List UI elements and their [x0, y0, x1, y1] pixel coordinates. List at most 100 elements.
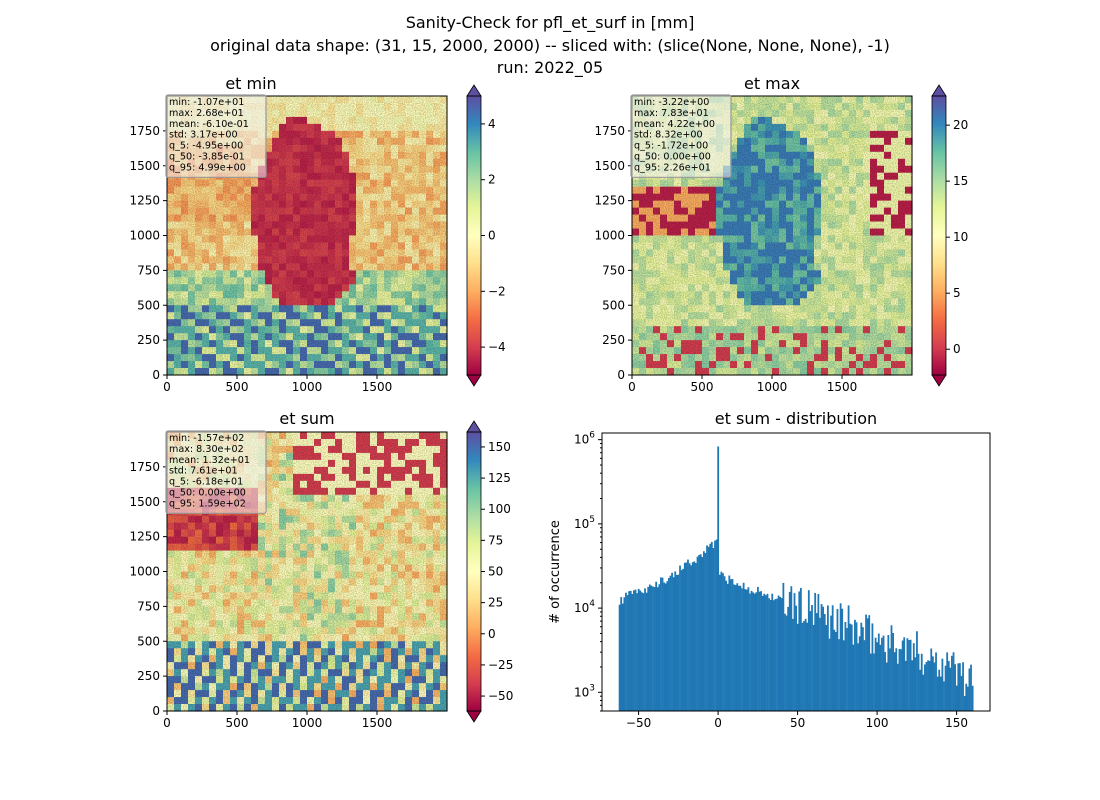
histogram-bar [779, 596, 782, 711]
y-tick-label: 0 [152, 368, 160, 382]
stats-line: q_5: -1.72e+00 [634, 141, 708, 152]
histogram-bar [631, 594, 634, 711]
colorbar-gradient [467, 96, 481, 375]
histogram-bar [730, 579, 732, 711]
histogram-bar [648, 584, 651, 711]
colorbar-et-sum: −50 −25 0 25 50 75 100 125 150 [466, 420, 513, 723]
panel-et-min: et min 0 500 1000 1500 0 250 500 750 1000 1250 15… [129, 74, 505, 394]
histogram-bar [877, 633, 880, 711]
histogram-bar [787, 606, 790, 711]
y-tick-label: 1500 [129, 159, 160, 173]
colorbar-tick-label: 100 [488, 502, 511, 516]
y-tick-label: 250 [602, 333, 625, 347]
colorbar-extend-min [931, 374, 947, 387]
histogram-bar [933, 662, 936, 711]
histogram-bar [774, 599, 777, 711]
histogram-bar [854, 619, 856, 711]
colorbar-tick-label: 15 [953, 174, 968, 188]
x-tick-label: −50 [626, 716, 651, 730]
histogram-y-axis-label: # of occurrence [548, 520, 563, 624]
histogram-bar [755, 592, 758, 711]
x-tick-label: 500 [226, 716, 249, 730]
colorbar-tick-label: 50 [488, 565, 503, 579]
colorbar-extend-min [466, 374, 482, 387]
histogram-bar [873, 653, 875, 711]
histogram-bar [911, 660, 914, 711]
figure-title-line-3: run: 2022_05 [496, 58, 604, 77]
colorbar-tick-label: 10 [953, 230, 968, 244]
histogram-frame [601, 432, 991, 712]
histogram-bar [957, 663, 960, 711]
histogram-bar [941, 658, 944, 711]
y-tick-label: 500 [137, 298, 160, 312]
histogram-bar [861, 627, 864, 711]
histogram-bar [666, 581, 669, 711]
histogram-bar [702, 551, 705, 711]
colorbar-tick-label: −4 [488, 340, 506, 354]
x-ticks-et-min: 0 500 1000 1500 [163, 375, 392, 394]
histogram-bar [871, 623, 874, 711]
histogram-bar [628, 591, 631, 711]
histogram-bar [758, 591, 761, 711]
histogram-bar [667, 578, 670, 711]
histogram-bar [763, 593, 766, 711]
histogram-bar [647, 586, 650, 711]
histogram-bar [698, 555, 700, 711]
histogram-bar [788, 591, 791, 711]
histogram-bar [855, 622, 858, 711]
histogram-bar [847, 605, 850, 711]
colorbar-tick-label: 2 [488, 173, 496, 187]
histogram-bar [965, 683, 968, 711]
histogram-bar [621, 603, 624, 711]
histogram-bar [633, 590, 635, 711]
histogram-bars [618, 446, 974, 711]
histogram-bar [742, 582, 745, 711]
y-tick-label: 1250 [594, 194, 625, 208]
histogram-bar [935, 652, 937, 711]
histogram-bar [925, 661, 928, 711]
histogram-bar [895, 648, 898, 711]
stats-box-background [165, 94, 267, 178]
histogram-bar [701, 557, 704, 711]
stats-line: min: -1.57e+02 [169, 433, 244, 444]
y-tick-label: 106 [574, 431, 595, 447]
histogram-bar [884, 652, 887, 711]
colorbar-extend-max [466, 84, 482, 97]
histogram-bar [655, 581, 658, 711]
histogram-bar [906, 638, 909, 711]
histogram-bar [904, 660, 907, 711]
histogram-bar [776, 598, 778, 711]
histogram-bar [688, 563, 691, 711]
histogram-bar [720, 571, 723, 711]
histogram-bar [809, 611, 812, 711]
histogram-bar [714, 540, 716, 711]
y-tick-label: 0 [617, 368, 625, 382]
histogram-bar [636, 593, 638, 711]
histogram-bar [866, 618, 869, 711]
y-tick-label: 1250 [129, 194, 160, 208]
histogram-bar [642, 593, 645, 711]
histogram-bar [858, 636, 861, 711]
x-tick-label: 1500 [362, 380, 393, 394]
histogram-bar [804, 618, 807, 711]
histogram-bar [903, 637, 906, 711]
histogram-bar [860, 622, 863, 711]
histogram-bar [672, 577, 675, 711]
figure-title-line-2: original data shape: (31, 15, 2000, 2000… [210, 36, 890, 55]
histogram-bar [734, 585, 737, 711]
y-tick-label: 1750 [129, 124, 160, 138]
histogram-bar [725, 580, 728, 711]
histogram-bar [650, 585, 653, 711]
histogram-bar [706, 545, 708, 711]
histogram-bar [852, 644, 855, 711]
y-tick-label: 1750 [129, 460, 160, 474]
y-tick-label: 750 [137, 599, 160, 613]
panel-et-max: et max 0 500 1000 1500 0 250 500 750 1000 1250 15… [594, 74, 968, 394]
histogram-bar [916, 631, 918, 711]
histogram-bar [683, 562, 686, 711]
stats-line: max: 2.68e+01 [169, 108, 244, 119]
histogram-bar [750, 590, 753, 711]
histogram-bar [717, 446, 720, 711]
histogram-bar [887, 635, 890, 711]
histogram-bar [900, 649, 902, 711]
